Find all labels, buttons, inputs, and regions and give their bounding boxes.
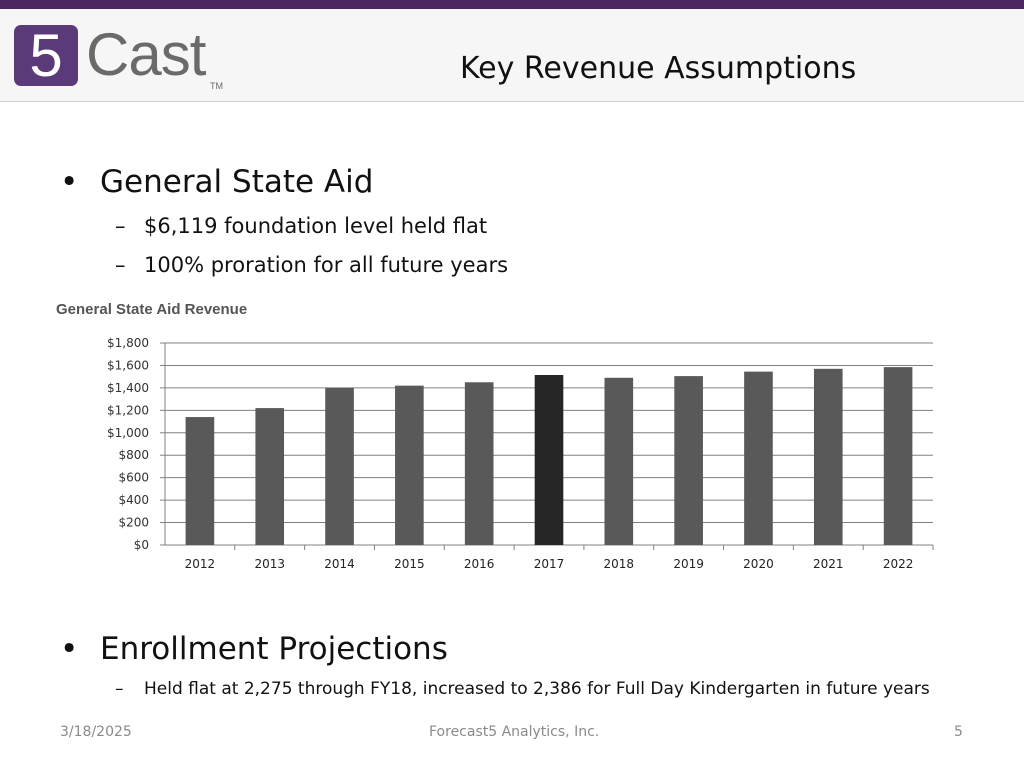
sub-bullet-text: $6,119 foundation level held flat	[144, 214, 488, 238]
y-tick-label: $600	[118, 471, 149, 485]
x-tick-label: 2013	[254, 557, 285, 571]
bullet-heading: Enrollment Projections	[100, 631, 448, 667]
bar-2015	[395, 385, 424, 545]
bar-2018	[604, 377, 634, 545]
x-tick-label: 2021	[813, 557, 844, 571]
y-tick-label: $1,400	[107, 381, 149, 395]
company-logo: 5 Cast TM	[14, 21, 224, 97]
y-tick-label: $0	[134, 538, 149, 552]
footer-page-number: 5	[954, 724, 963, 740]
y-tick-label: $1,800	[107, 336, 149, 350]
bar-2016	[464, 382, 494, 545]
bullet-marker: •	[60, 631, 79, 667]
footer-date: 3/18/2025	[60, 724, 132, 740]
top-accent-bar	[0, 0, 1024, 9]
logo-glyph: 5	[29, 22, 63, 89]
y-tick-label: $400	[118, 493, 149, 507]
bar-2013	[255, 408, 285, 545]
x-tick-label: 2012	[185, 557, 216, 571]
logo-wordmark: Cast	[86, 21, 206, 88]
bar-2020	[744, 371, 773, 545]
y-tick-label: $1,000	[107, 426, 149, 440]
logo-box	[14, 25, 78, 86]
x-tick-label: 2016	[464, 557, 495, 571]
x-tick-label: 2019	[673, 557, 704, 571]
bar-2022	[883, 367, 913, 545]
bar-2021	[813, 368, 843, 545]
y-tick-label: $1,600	[107, 358, 149, 372]
bullet-marker: •	[60, 164, 79, 200]
bar-2019	[674, 376, 703, 545]
y-tick-label: $1,200	[107, 403, 149, 417]
revenue-bar-chart: $0 $200 $400 $600 $800 $1,000 $1,200 $1,400 $1,6…	[107, 336, 934, 571]
x-tick-label: 2018	[604, 557, 635, 571]
sub-bullet-marker: –	[115, 679, 124, 699]
logo-trademark: TM	[210, 81, 223, 91]
sub-bullet-text: Held flat at 2,275 through FY18, increas…	[144, 679, 930, 699]
sub-bullet-text: 100% proration for all future years	[144, 253, 509, 277]
x-tick-label: 2017	[534, 557, 565, 571]
sub-bullet-marker: –	[115, 253, 126, 277]
sub-bullet-marker: –	[115, 214, 126, 238]
bar-2017	[534, 374, 564, 545]
bar-2014	[325, 387, 354, 545]
x-tick-label: 2015	[394, 557, 425, 571]
chart-title: General State Aid Revenue	[56, 301, 248, 318]
slide-header: 5 Cast TM Key Revenue Assumptions	[0, 9, 1024, 102]
x-tick-label: 2020	[743, 557, 774, 571]
slide-title: Key Revenue Assumptions	[460, 51, 857, 86]
y-tick-label: $200	[118, 516, 149, 530]
footer-company: Forecast5 Analytics, Inc.	[429, 724, 600, 740]
x-tick-label: 2014	[324, 557, 355, 571]
bullet-heading: General State Aid	[100, 164, 374, 200]
y-tick-label: $800	[118, 448, 149, 462]
x-tick-label: 2022	[883, 557, 914, 571]
bar-2012	[185, 417, 215, 545]
